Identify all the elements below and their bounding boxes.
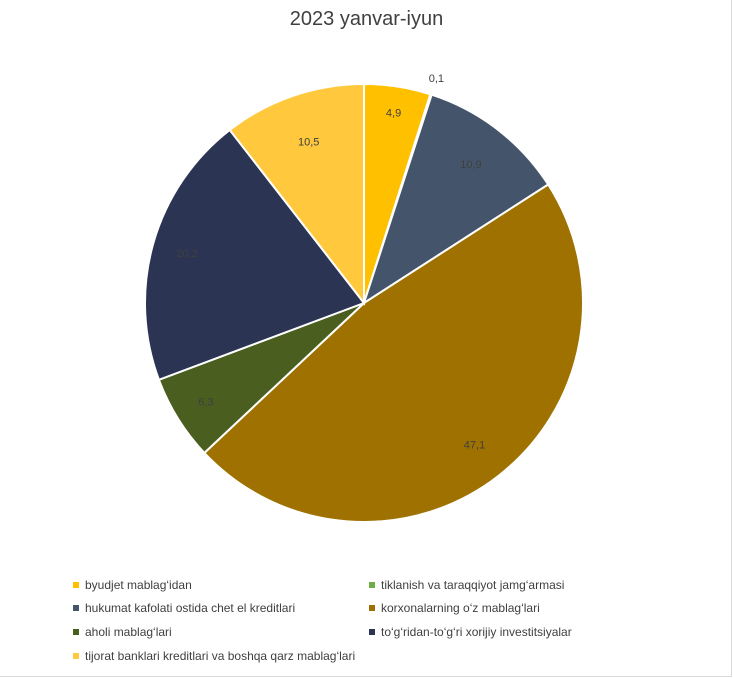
data-label: 10,9 — [460, 159, 481, 171]
legend-label: to‘g‘ridan-to‘g‘ri xorijiy investitsiyal… — [381, 625, 572, 639]
legend-item: to‘g‘ridan-to‘g‘ri xorijiy investitsiyal… — [369, 625, 572, 639]
legend-item: korxonalarning o‘z mablag‘lari — [369, 601, 540, 615]
data-label: 6,3 — [198, 396, 213, 408]
pie-slice — [144, 128, 366, 382]
legend-item: hukumat kafolati ostida chet el kreditla… — [73, 601, 295, 615]
data-label: 4,9 — [386, 108, 401, 120]
legend-swatch — [369, 629, 375, 635]
legend-swatch — [73, 653, 79, 659]
legend-swatch — [73, 582, 79, 588]
legend-label: korxonalarning o‘z mablag‘lari — [381, 601, 540, 615]
legend-label: tiklanish va taraqqiyot jamg‘armasi — [381, 578, 565, 592]
pie-slice — [228, 82, 365, 306]
chart-title: 2023 yanvar-iyun — [289, 8, 444, 30]
legend-item: byudjet mablag‘idan — [73, 578, 192, 592]
data-label: 10,5 — [298, 136, 319, 148]
legend-label: byudjet mablag‘idan — [85, 578, 192, 592]
legend-item: aholi mablag‘lari — [73, 625, 172, 639]
legend-label: hukumat kafolati ostida chet el kreditla… — [85, 601, 296, 615]
legend-swatch — [73, 629, 79, 635]
legend: byudjet mablag‘idan tiklanish va taraqqiy… — [0, 570, 733, 670]
pie-slice — [202, 183, 584, 523]
pie-slice — [362, 93, 550, 306]
data-label: 47,1 — [464, 440, 485, 452]
legend-swatch — [369, 605, 375, 611]
legend-swatch — [73, 605, 79, 611]
legend-label: tijorat banklari kreditlari va boshqa qa… — [85, 649, 356, 663]
legend-item: tijorat banklari kreditlari va boshqa qa… — [73, 649, 355, 663]
legend-swatch — [369, 582, 375, 588]
legend-item: tiklanish va taraqqiyot jamg‘armasi — [369, 578, 564, 592]
legend-label: aholi mablag‘lari — [85, 625, 172, 639]
pie-chart: 4,9 0,1 10,9 47,1 6,3 20,2 10,5 — [144, 73, 584, 523]
data-label: 0,1 — [429, 73, 444, 85]
data-label: 20,2 — [176, 248, 197, 260]
